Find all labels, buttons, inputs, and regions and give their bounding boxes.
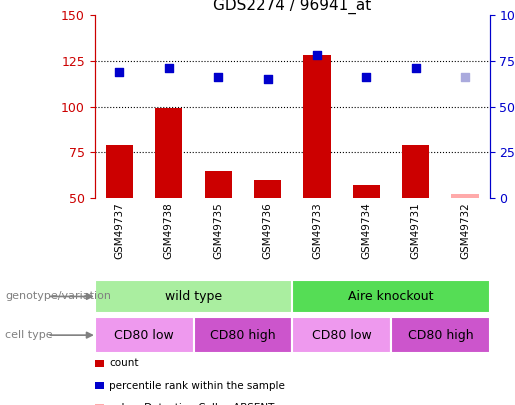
Text: GSM49737: GSM49737	[114, 202, 125, 259]
Text: GSM49738: GSM49738	[164, 202, 174, 259]
Text: GSM49731: GSM49731	[410, 202, 421, 259]
Text: Aire knockout: Aire knockout	[348, 290, 434, 303]
Point	[214, 74, 222, 81]
Text: CD80 high: CD80 high	[407, 328, 473, 342]
Bar	[303, 55, 331, 198]
Point	[411, 65, 420, 71]
Text: GSM49736: GSM49736	[263, 202, 272, 259]
Text: genotype/variation: genotype/variation	[5, 292, 111, 301]
Bar	[95, 280, 293, 313]
Bar	[204, 171, 232, 198]
Point	[313, 52, 321, 58]
Text: count: count	[109, 358, 139, 368]
Text: wild type: wild type	[165, 290, 222, 303]
Bar	[254, 180, 281, 198]
Text: GSM49734: GSM49734	[362, 202, 371, 259]
Text: GSM49735: GSM49735	[213, 202, 223, 259]
Text: percentile rank within the sample: percentile rank within the sample	[109, 381, 285, 390]
Bar	[452, 194, 478, 198]
Bar	[106, 145, 133, 198]
Point	[264, 76, 272, 82]
Text: GSM49733: GSM49733	[312, 202, 322, 259]
Point	[362, 74, 370, 81]
Bar	[353, 185, 380, 198]
Text: CD80 low: CD80 low	[114, 328, 174, 342]
Text: GSM49732: GSM49732	[460, 202, 470, 259]
Text: value, Detection Call = ABSENT: value, Detection Call = ABSENT	[109, 403, 274, 405]
Bar	[292, 317, 391, 353]
Bar	[194, 317, 293, 353]
Point	[115, 68, 124, 75]
Text: CD80 low: CD80 low	[312, 328, 371, 342]
Text: cell type: cell type	[5, 330, 53, 340]
Point	[461, 74, 469, 81]
Bar	[402, 145, 430, 198]
Text: CD80 high: CD80 high	[210, 328, 276, 342]
Point	[165, 65, 173, 71]
Bar	[292, 280, 490, 313]
Bar	[391, 317, 490, 353]
Bar	[155, 109, 182, 198]
Bar	[95, 317, 194, 353]
Title: GDS2274 / 96941_at: GDS2274 / 96941_at	[213, 0, 371, 14]
